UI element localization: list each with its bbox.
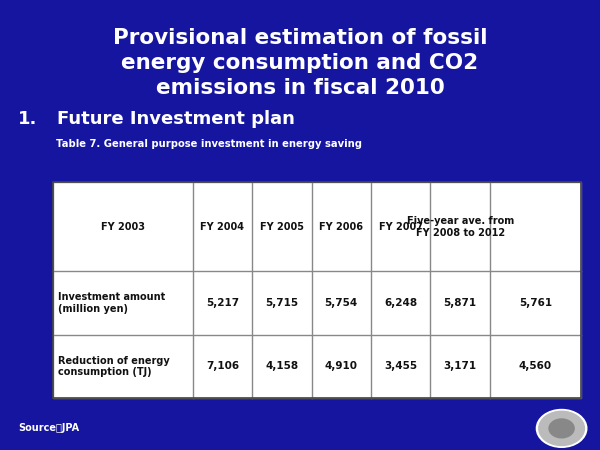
Text: FY 2005: FY 2005 bbox=[260, 222, 304, 232]
Bar bbox=[53, 182, 581, 398]
Text: 3,455: 3,455 bbox=[384, 361, 417, 372]
Text: 5,754: 5,754 bbox=[325, 298, 358, 308]
Text: energy consumption and CO2: energy consumption and CO2 bbox=[121, 53, 479, 73]
Text: Reduction of energy
consumption (TJ): Reduction of energy consumption (TJ) bbox=[58, 356, 169, 377]
Text: 5,761: 5,761 bbox=[519, 298, 552, 308]
Text: Future Investment plan: Future Investment plan bbox=[57, 110, 295, 128]
Text: FY 2007: FY 2007 bbox=[379, 222, 423, 232]
Bar bbox=[53, 182, 581, 398]
Text: 4,560: 4,560 bbox=[519, 361, 552, 372]
Text: Table 7. General purpose investment in energy saving: Table 7. General purpose investment in e… bbox=[56, 139, 362, 149]
Text: Source：JPA: Source：JPA bbox=[18, 423, 79, 433]
Text: 4,158: 4,158 bbox=[265, 361, 298, 372]
Text: 5,715: 5,715 bbox=[265, 298, 298, 308]
Text: 5,871: 5,871 bbox=[443, 298, 477, 308]
Text: 7,106: 7,106 bbox=[206, 361, 239, 372]
Text: emissions in fiscal 2010: emissions in fiscal 2010 bbox=[155, 78, 445, 98]
Text: Investment amount
(million yen): Investment amount (million yen) bbox=[58, 292, 165, 314]
Text: FY 2003: FY 2003 bbox=[101, 222, 145, 232]
Text: 6,248: 6,248 bbox=[384, 298, 417, 308]
Text: FY 2006: FY 2006 bbox=[319, 222, 363, 232]
Circle shape bbox=[539, 411, 584, 446]
Text: FY 2004: FY 2004 bbox=[200, 222, 244, 232]
Text: Provisional estimation of fossil: Provisional estimation of fossil bbox=[113, 28, 487, 48]
Text: 5,217: 5,217 bbox=[206, 298, 239, 308]
Circle shape bbox=[549, 419, 574, 438]
Text: 4,910: 4,910 bbox=[325, 361, 358, 372]
Text: 1.: 1. bbox=[18, 110, 37, 128]
Circle shape bbox=[536, 410, 587, 447]
Text: 3,171: 3,171 bbox=[443, 361, 477, 372]
Text: Five-year ave. from
FY 2008 to 2012: Five-year ave. from FY 2008 to 2012 bbox=[407, 216, 514, 238]
